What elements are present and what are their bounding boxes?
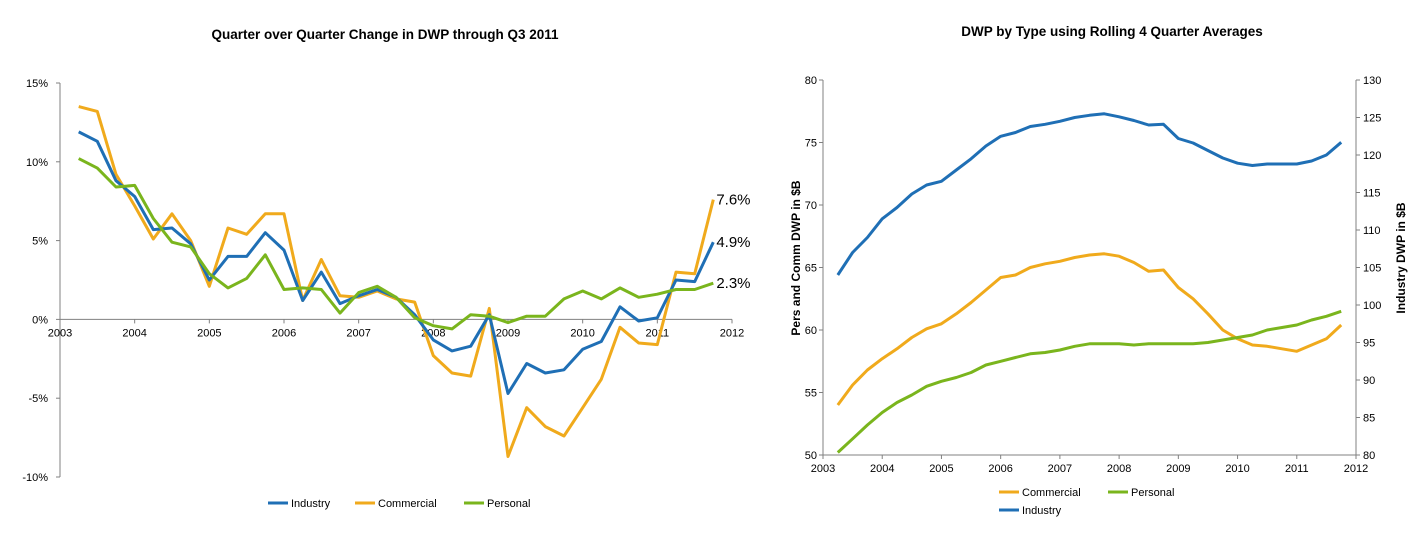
chart2-right-axis-title: Industry DWP in $B [1394,202,1408,313]
chart2-left-tick-label: 75 [805,138,817,150]
chart2-left-tick-label: 50 [805,450,817,462]
chart2-x-tick-label: 2008 [1107,463,1131,475]
chart2-left-tick-label: 65 [805,263,817,275]
chart1-x-tick-label: 2005 [197,327,221,339]
chart1-y-tick-label: 5% [32,236,48,248]
chart1-legend-label-industry: Industry [291,498,331,510]
chart2-legend-label-industry: Industry [1022,505,1062,517]
chart2-title: DWP by Type using Rolling 4 Quarter Aver… [961,24,1263,39]
chart1-series-personal [78,157,714,331]
chart2-right-tick-label: 100 [1363,300,1381,312]
chart1-x-tick-label: 2007 [346,327,370,339]
chart2-right-tick-label: 130 [1363,75,1381,87]
chart2-x-tick-label: 2007 [1048,463,1072,475]
chart2-left-axis-title: Pers and Comm DWP in $B [789,180,803,335]
rolling-average-chart: DWP by Type using Rolling 4 Quarter Aver… [789,24,1408,517]
chart2-left-tick-label: 55 [805,388,817,400]
chart2-right-tick-label: 125 [1363,113,1381,125]
chart1-end-label-commercial: 7.6% [716,192,750,209]
chart2-series-personal [836,309,1342,454]
chart1-title: Quarter over Quarter Change in DWP throu… [211,27,559,42]
chart2-right-tick-label: 85 [1363,413,1375,425]
chart2-left-tick-label: 70 [805,200,817,212]
chart1-x-tick-label: 2009 [496,327,520,339]
chart2-left-tick-label: 60 [805,325,817,337]
chart2-right-tick-label: 110 [1363,225,1381,237]
chart1-y-tick-label: -5% [28,393,48,405]
chart2-x-tick-label: 2003 [811,463,835,475]
chart1-x-tick-label: 2010 [570,327,594,339]
chart2-series-commercial [836,252,1343,406]
chart1-y-tick-label: 0% [32,314,48,326]
chart1-x-tick-label: 2006 [272,327,296,339]
chart2-right-tick-label: 80 [1363,450,1375,462]
chart1-x-tick-label: 2011 [646,327,670,339]
chart2-legend-label-personal: Personal [1131,487,1174,499]
chart1-x-tick-label: 2012 [720,327,744,339]
chart2-legend-label-commercial: Commercial [1022,487,1081,499]
chart2-right-tick-label: 95 [1363,338,1375,350]
chart1-end-label-industry: 4.9% [716,234,750,251]
chart1-end-label-personal: 2.3% [716,275,750,292]
chart2-right-tick-label: 115 [1363,188,1381,200]
chart1-y-tick-label: 15% [26,78,48,90]
chart2-x-tick-label: 2006 [988,463,1012,475]
chart1-legend-label-personal: Personal [487,498,530,510]
chart2-series-industry [836,112,1343,276]
chart2-right-tick-label: 90 [1363,375,1375,387]
chart2-x-tick-label: 2010 [1225,463,1249,475]
qoq-change-chart: Quarter over Quarter Change in DWP throu… [22,27,750,510]
chart2-x-tick-label: 2009 [1166,463,1190,475]
chart2-x-tick-label: 2011 [1285,463,1309,475]
chart2-right-tick-label: 105 [1363,263,1381,275]
chart2-x-tick-label: 2005 [929,463,953,475]
chart2-x-tick-label: 2012 [1344,463,1368,475]
chart1-x-tick-label: 2003 [48,327,72,339]
chart2-left-tick-label: 80 [805,75,817,87]
chart2-right-tick-label: 120 [1363,150,1381,162]
chart1-y-tick-label: 10% [26,157,48,169]
chart1-series-commercial [78,105,715,458]
chart1-legend-label-commercial: Commercial [378,498,437,510]
chart2-x-tick-label: 2004 [870,463,894,475]
chart1-x-tick-label: 2004 [122,327,146,339]
chart1-y-tick-label: -10% [22,472,48,484]
chart1-series-industry [78,130,715,395]
